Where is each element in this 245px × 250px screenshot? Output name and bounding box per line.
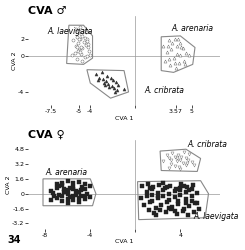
Y-axis label: CVA 2: CVA 2 (6, 175, 11, 194)
Text: CVA ♂: CVA ♂ (28, 6, 67, 16)
Text: A. cribrata: A. cribrata (187, 140, 227, 149)
Text: A. arenaria: A. arenaria (45, 168, 87, 177)
Text: A. cribrata: A. cribrata (144, 86, 184, 94)
X-axis label: CVA 1: CVA 1 (115, 240, 133, 244)
Text: CVA ♀: CVA ♀ (28, 129, 65, 139)
X-axis label: CVA 1: CVA 1 (115, 116, 133, 121)
Text: A. laevigata: A. laevigata (48, 27, 93, 36)
Text: A. arenaria: A. arenaria (171, 24, 213, 33)
Text: A. laevigata: A. laevigata (194, 212, 239, 220)
Y-axis label: CVA 2: CVA 2 (12, 52, 17, 70)
Text: 34: 34 (7, 235, 21, 245)
